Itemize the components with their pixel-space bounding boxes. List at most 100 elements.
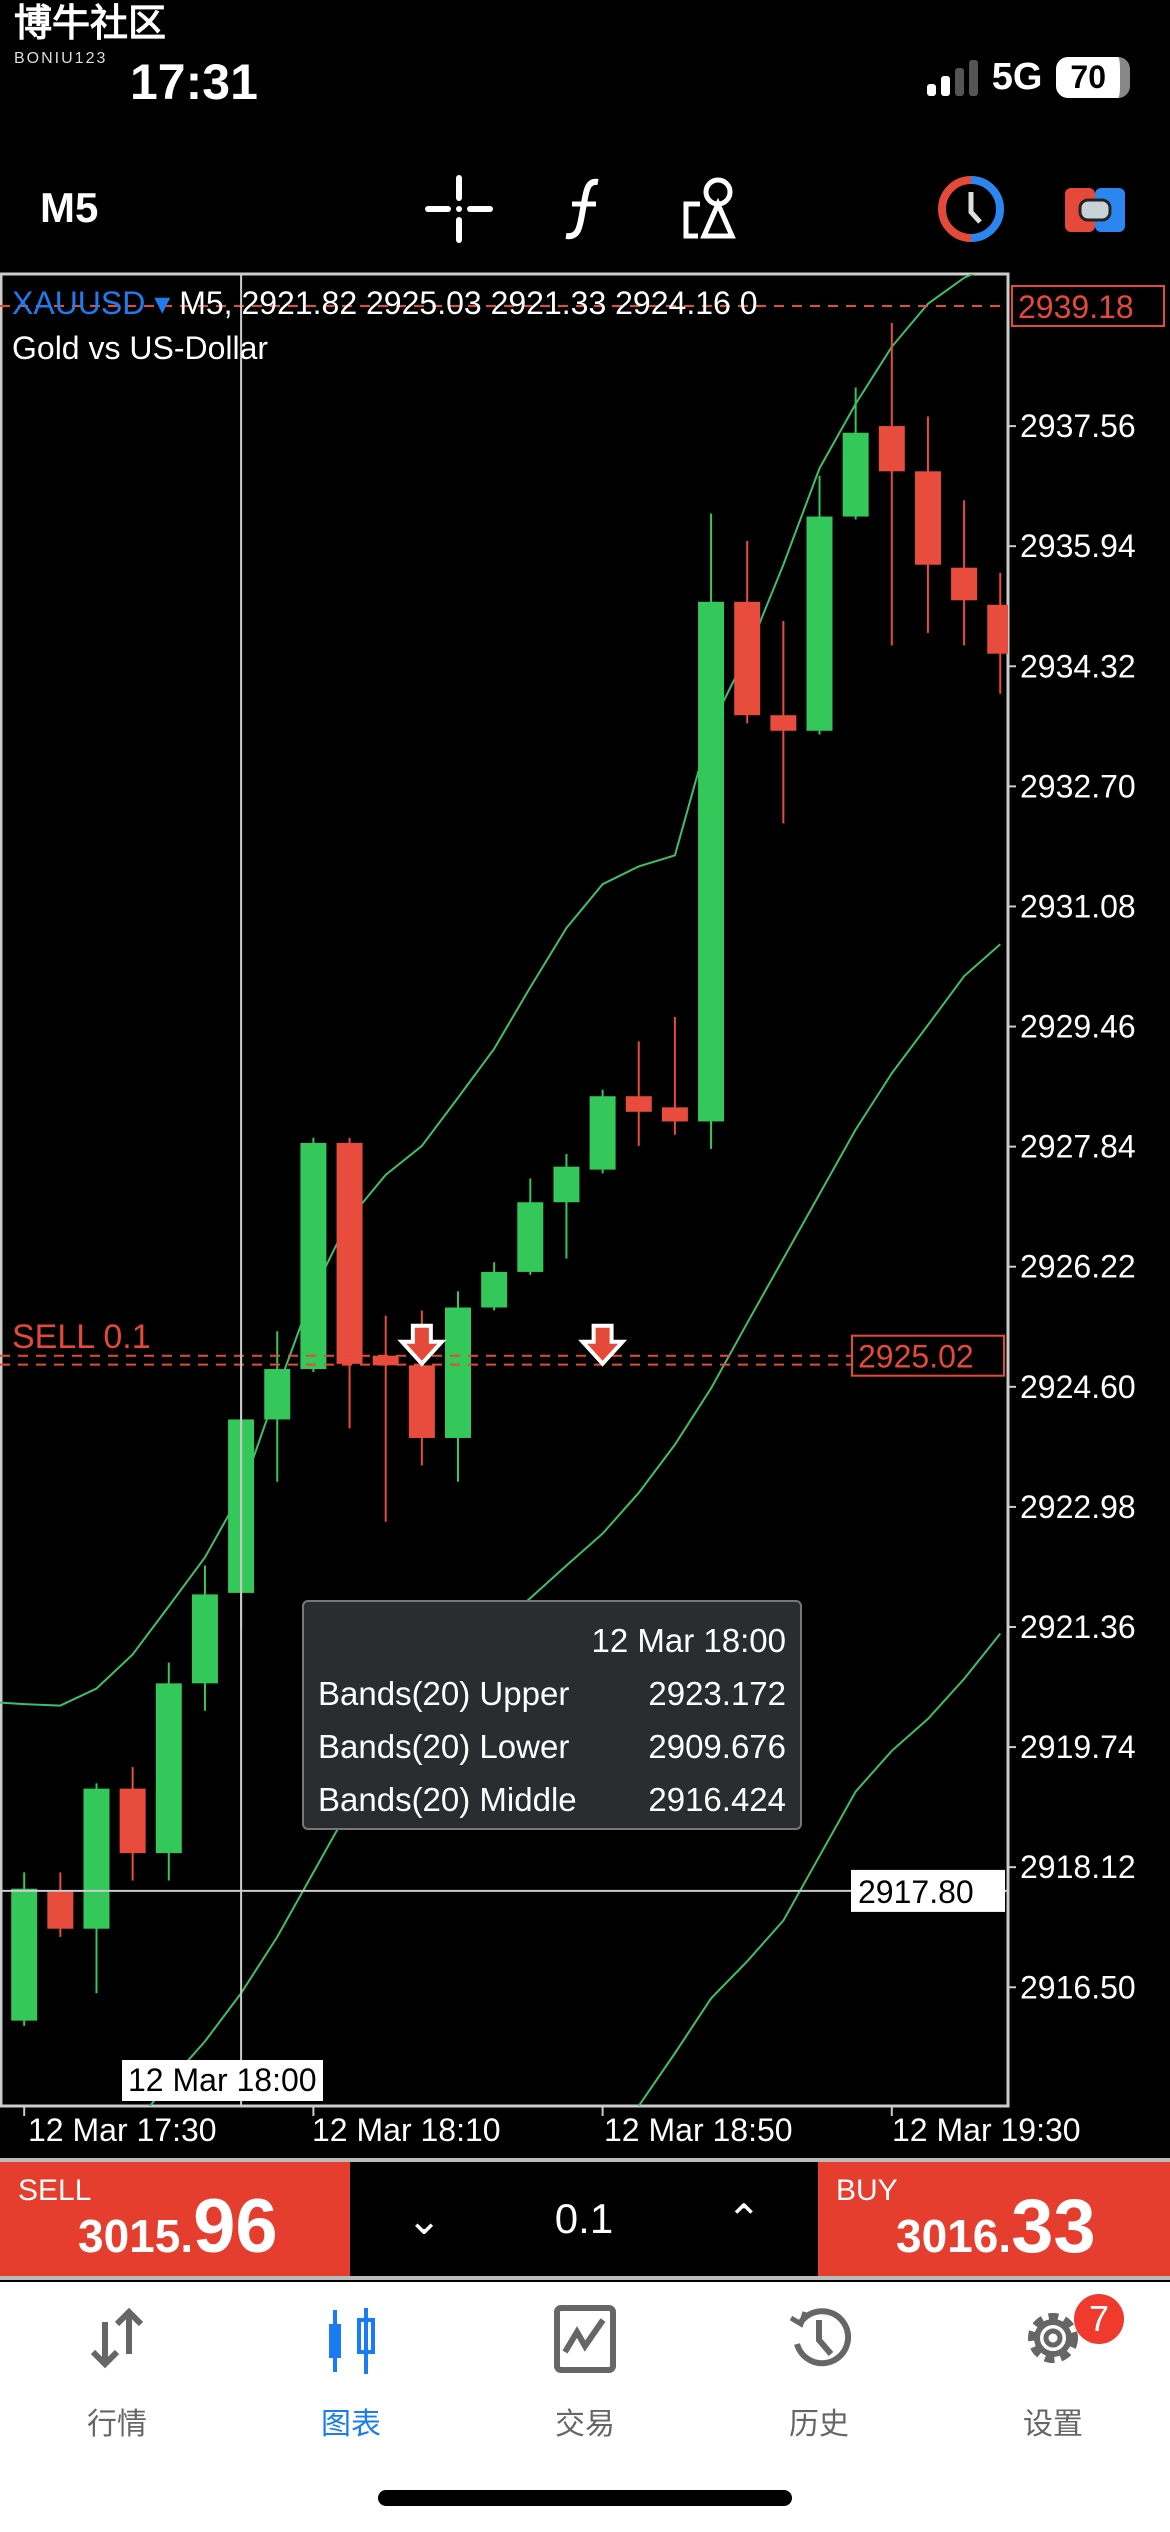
candle-body (698, 601, 725, 1122)
tooltip-label: Bands(20) Upper (318, 1674, 570, 1712)
plot-frame (0, 272, 1010, 2108)
candle-body (553, 1166, 580, 1203)
candle-body (951, 567, 978, 601)
sell-position-label: SELL 0.1 (12, 1318, 151, 1356)
nav-history[interactable]: 历史 (702, 2302, 936, 2443)
candle-body (11, 1888, 38, 2021)
watermark-logo: 博牛社区 (14, 2, 166, 46)
symbol-selector[interactable]: XAUUSD (12, 285, 146, 321)
tooltip-value: 2909.676 (648, 1727, 786, 1765)
candles-chart-icon (329, 2308, 375, 2374)
sell-price-label-box (851, 1334, 1005, 1377)
candle-body (155, 1683, 182, 1854)
home-indicator[interactable] (378, 2490, 792, 2506)
nav-label: 设置 (1023, 2408, 1083, 2441)
buy-button[interactable]: BUY 3016.33 (818, 2162, 1170, 2276)
candle-body (264, 1369, 291, 1420)
tooltip-time: 12 Mar 18:00 (591, 1621, 786, 1659)
lower-band-line (637, 1633, 1002, 2106)
price-tick-label: 2919.74 (1020, 1729, 1136, 1765)
candle-body (481, 1271, 508, 1308)
price-tick-label: 2927.84 (1020, 1129, 1136, 1165)
candle-body (987, 604, 1008, 654)
tooltip-value: 2923.172 (648, 1674, 786, 1712)
crosshair-price-label: 2917.80 (858, 1874, 974, 1910)
shapes-icon[interactable] (676, 174, 746, 244)
upper-band-line (0, 274, 976, 1707)
symbol-description: Gold vs US-Dollar (12, 330, 269, 366)
status-time: 17:31 (130, 54, 258, 110)
chart-toolbar: M5 (0, 170, 1170, 244)
clock-icon[interactable] (936, 174, 1006, 244)
nav-label: 图表 (321, 2408, 381, 2441)
notification-badge: 7 (1074, 2294, 1124, 2344)
symbol-dropdown-icon[interactable]: ▾ (154, 285, 171, 321)
candle-body (914, 471, 941, 565)
candle-body (842, 432, 869, 517)
price-tick-label: 2935.94 (1020, 528, 1136, 564)
nav-trade[interactable]: 交易 (468, 2302, 702, 2443)
sell-price-main: 3015. (78, 2210, 194, 2262)
middle-band-line (148, 943, 1001, 2106)
crosshair-price-label-box (851, 1869, 1005, 1912)
candle-body (300, 1142, 327, 1370)
lot-decrease-button[interactable]: ⌄ (406, 2195, 442, 2243)
buy-price-pips: 33 (1011, 2184, 1096, 2269)
signal-icon (926, 59, 978, 96)
candle-body (661, 1107, 688, 1122)
ohlc-readout: M5, 2921.82 2925.03 2921.33 2924.16 0 (179, 285, 758, 321)
buy-price-main: 3016. (896, 2210, 1012, 2262)
nav-settings[interactable]: 设置 (936, 2302, 1170, 2443)
sell-label: SELL (18, 2174, 92, 2207)
time-axis: 12 Mar 17:30 12 Mar 18:10 12 Mar 18:50 1… (0, 2108, 1170, 2156)
lot-size[interactable]: 0.1 (554, 2195, 614, 2242)
candle-body (806, 516, 833, 731)
history-icon (789, 2308, 852, 2367)
tooltip-value: 2916.424 (648, 1780, 786, 1818)
status-indicators: 5G 70 (926, 56, 1130, 99)
candle-body (878, 426, 905, 472)
candle-body (589, 1096, 616, 1170)
nav-quotes[interactable]: 行情 (0, 2302, 234, 2443)
candle-body (770, 715, 797, 731)
price-tick-label: 2922.98 (1020, 1489, 1136, 1525)
candle-body (408, 1365, 435, 1438)
lot-increase-button[interactable]: ⌃ (726, 2195, 762, 2243)
gear-icon (1028, 2313, 1078, 2363)
nav-chart[interactable]: 图表 (234, 2302, 468, 2443)
sell-button[interactable]: SELL 3015.96 (0, 2162, 350, 2276)
price-tick-label: 2929.46 (1020, 1009, 1136, 1045)
timeframe-button[interactable]: M5 (40, 184, 99, 231)
price-tick-label: 2932.70 (1020, 768, 1136, 804)
sell-price-label: 2925.02 (858, 1339, 974, 1375)
crosshair-time-label: 12 Mar 18:00 (122, 2060, 323, 2101)
candle-body (83, 1788, 110, 1929)
candle-body (336, 1142, 363, 1364)
nav-label: 行情 (87, 2408, 147, 2441)
bottom-nav: 行情 图表 交易 历史 设置 (0, 2282, 1170, 2532)
price-tick-label: 2934.32 (1020, 648, 1136, 684)
price-chart[interactable]: 2937.56 2935.94 2934.32 2932.70 2931.08 2929.… (0, 0, 1170, 2156)
nav-label: 交易 (555, 2408, 615, 2441)
tooltip-label: Bands(20) Middle (318, 1780, 577, 1818)
nav-label: 历史 (789, 2408, 849, 2441)
candle-body (625, 1096, 652, 1112)
candle-body (517, 1202, 544, 1272)
candle-body (191, 1594, 218, 1684)
crosshair-icon[interactable] (424, 174, 494, 244)
price-tick-label: 2931.08 (1020, 888, 1136, 924)
candle-body (734, 601, 761, 716)
time-label: 12 Mar 17:30 (28, 2112, 217, 2148)
battery-level: 70 (1056, 57, 1130, 98)
price-tick-label: 2916.50 (1020, 1969, 1136, 2005)
candle-body (372, 1355, 399, 1366)
trade-chart-icon (554, 2305, 616, 2373)
time-label: 12 Mar 19:30 (892, 2112, 1081, 2148)
network-type: 5G (991, 56, 1043, 98)
one-click-trade-panel: SELL 3015.96 ⌄ 0.1 ⌃ BUY 3016.33 (0, 2158, 1170, 2280)
sell-arrow-icon (397, 1323, 447, 1367)
function-icon[interactable] (548, 174, 618, 244)
current-price-label-box (1011, 285, 1165, 328)
candle-body (445, 1307, 471, 1438)
toggle-icon[interactable] (1060, 174, 1130, 244)
